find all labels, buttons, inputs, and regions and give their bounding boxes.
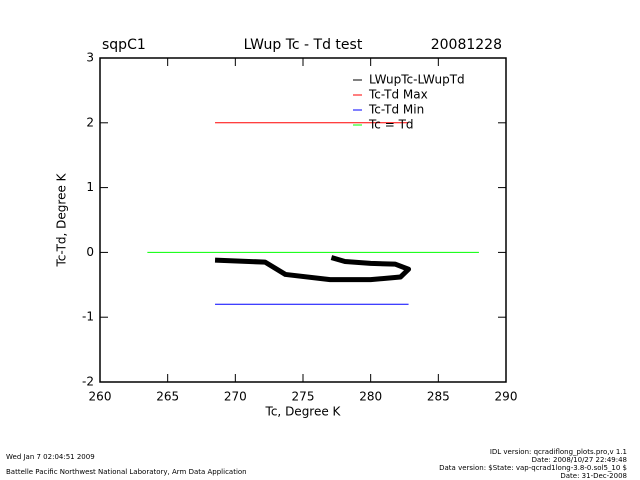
chart-title: LWup Tc - Td test [244,37,363,53]
legend-label: Tc-Td Min [368,103,424,117]
x-tick-label: 275 [292,390,315,404]
x-tick-label: 285 [427,390,450,404]
legend-label: Tc = Td [368,118,414,132]
x-tick-label: 270 [224,390,247,404]
y-tick-label: 2 [86,115,94,129]
y-tick-label: 1 [86,180,94,194]
series-line [214,255,412,283]
x-tick-label: 265 [156,390,179,404]
x-axis-label: Tc, Degree K [265,405,342,419]
x-tick-label: 290 [495,390,518,404]
site-label: sqpC1 [102,37,146,53]
footer-right: Date: 2008/10/27 22:49:48 [532,456,627,464]
y-tick-label: 0 [86,245,94,259]
date-label: 20081228 [431,37,502,53]
y-tick-label: -2 [82,375,94,389]
footer-left: Battelle Pacific Northwest National Labo… [6,468,247,476]
y-axis-label: Tc-Td, Degree K [55,172,69,267]
x-tick-label: 260 [89,390,112,404]
y-tick-label: 3 [86,51,94,65]
legend-label: LWupTc-LWupTd [369,73,465,87]
x-tick-label: 280 [359,390,382,404]
footer-right: IDL version: qcradiflong_plots.pro,v 1.1 [490,448,627,456]
y-tick-label: -1 [82,310,94,324]
footer-right: Data version: $State: vap-qcrad1long-3.8… [439,464,627,472]
footer-left: Wed Jan 7 02:04:51 2009 [6,453,95,461]
legend-label: Tc-Td Max [368,88,428,102]
footer-right: Date: 31-Dec-2008 [560,472,627,480]
